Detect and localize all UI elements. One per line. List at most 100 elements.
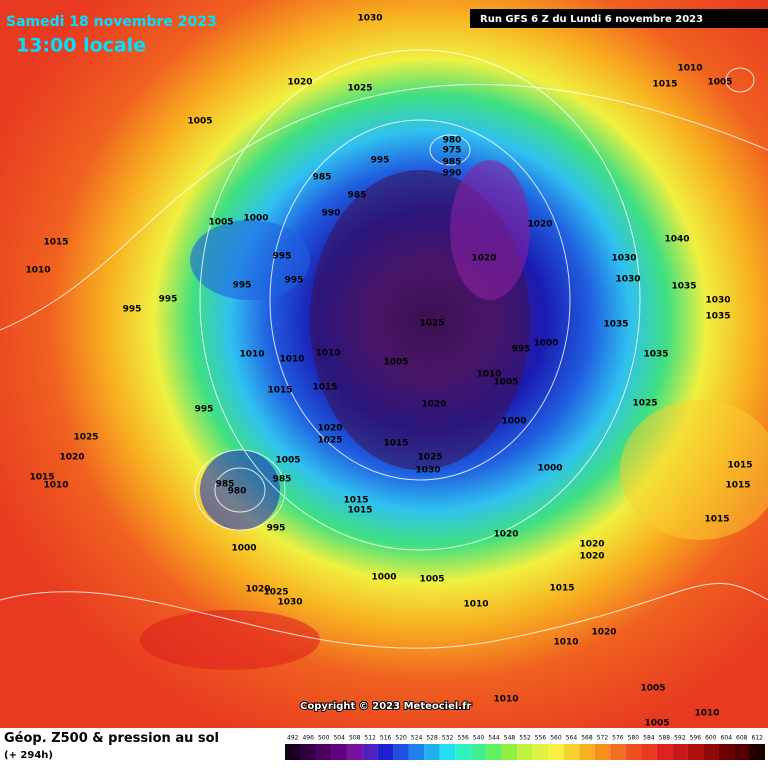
scale-swatch (470, 744, 487, 760)
pressure-label: 1010 (553, 638, 578, 648)
pressure-label: 1020 (527, 220, 552, 230)
pressure-label: 995 (512, 345, 531, 355)
scale-label: 564 (566, 735, 578, 742)
low-core (200, 450, 280, 530)
scale-label: 504 (333, 735, 345, 742)
pressure-label: 1020 (579, 552, 604, 562)
scale-label: 572 (597, 735, 609, 742)
color-scale: 492 496 500 504 508 512 516 520 524 528 532 536 540 5… (285, 735, 765, 760)
pressure-label: 1000 (243, 214, 268, 224)
scale-label: 508 (349, 735, 361, 742)
pressure-label: 980 (228, 487, 247, 497)
scale-label: 612 (752, 735, 764, 742)
pressure-label: 1020 (579, 540, 604, 550)
time: 13:00 locale (16, 35, 146, 57)
pressure-label: 1020 (317, 424, 342, 434)
scale-swatch (486, 744, 502, 760)
pressure-label: 1025 (347, 84, 372, 94)
pressure-label: 1020 (591, 628, 616, 638)
pressure-label: 990 (322, 209, 341, 219)
scale-label: 576 (612, 735, 624, 742)
pressure-label: 975 (443, 146, 462, 156)
pressure-label: 1020 (493, 530, 518, 540)
scale-swatch (734, 744, 750, 760)
pressure-label: 1005 (707, 78, 732, 88)
scale-swatch (594, 744, 611, 760)
pressure-label: 1015 (312, 383, 337, 393)
pressure-label: 990 (443, 169, 462, 179)
scale-swatch (346, 744, 363, 760)
pressure-label: 1010 (43, 481, 68, 491)
pressure-label: 1015 (343, 496, 368, 506)
scale-swatch (672, 744, 688, 760)
pressure-label: 995 (233, 281, 252, 291)
scale-label: 584 (643, 735, 655, 742)
scale-swatch (455, 744, 471, 760)
pressure-label: 1005 (275, 456, 300, 466)
pressure-label: 1015 (29, 473, 54, 483)
scale-swatch (610, 744, 626, 760)
scale-label: 544 (488, 735, 500, 742)
pressure-label: 1015 (652, 80, 677, 90)
scale-label: 556 (535, 735, 547, 742)
copyright: Copyright © 2023 Meteociel.fr (300, 701, 471, 712)
scale-swatch (439, 744, 456, 760)
scale-swatch (687, 744, 704, 760)
pressure-label: 995 (195, 405, 214, 415)
pressure-label: 1025 (419, 319, 444, 329)
scale-label: 524 (411, 735, 423, 742)
pressure-label: 1005 (383, 358, 408, 368)
pressure-label: 980 (443, 136, 462, 146)
pressure-label: 1020 (421, 400, 446, 410)
pressure-label: 1035 (705, 312, 730, 322)
pressure-label: 995 (273, 252, 292, 262)
scale-label: 592 (674, 735, 686, 742)
scale-swatch (285, 744, 301, 760)
scale-swatch (532, 744, 549, 760)
scale-label: 540 (473, 735, 485, 742)
pressure-label: 1020 (59, 453, 84, 463)
run: Run GFS 6 Z du Lundi 6 novembre 2023 (480, 14, 703, 25)
pressure-label: 1015 (549, 584, 574, 594)
scale-swatch (517, 744, 533, 760)
pressure-label: 1030 (705, 296, 730, 306)
pressure-label: 1025 (632, 399, 657, 409)
pressure-label: 1010 (463, 600, 488, 610)
scale-swatch (563, 744, 580, 760)
pressure-label: 995 (159, 295, 178, 305)
scale-swatch (703, 744, 719, 760)
scale-label: 548 (504, 735, 516, 742)
scale-label: 600 (705, 735, 717, 742)
scale-swatch (718, 744, 735, 760)
pressure-label: 1020 (287, 78, 312, 88)
pressure-label: 1010 (677, 64, 702, 74)
date: Samedi 18 novembre 2023 (6, 14, 217, 30)
pressure-label: 1015 (704, 515, 729, 525)
scale-label: 568 (581, 735, 593, 742)
scale-label: 532 (442, 735, 454, 742)
scale-swatch (579, 744, 595, 760)
pressure-label: 1000 (537, 464, 562, 474)
pressure-label: 1015 (43, 238, 68, 248)
pressure-label: 1015 (383, 439, 408, 449)
scale-swatch (625, 744, 642, 760)
pressure-label: 1000 (371, 573, 396, 583)
pressure-label: 1015 (267, 386, 292, 396)
scale-label: 492 (287, 735, 299, 742)
scale-label: 500 (318, 735, 330, 742)
pressure-label: 1010 (694, 709, 719, 719)
pressure-label: 985 (216, 480, 235, 490)
pressure-label: 1020 (245, 585, 270, 595)
scale-swatch (408, 744, 425, 760)
pressure-label: 1025 (317, 436, 342, 446)
pressure-label: 1020 (471, 254, 496, 264)
pressure-label: 995 (371, 156, 390, 166)
pressure-label: 985 (273, 475, 292, 485)
pressure-label: 1005 (419, 575, 444, 585)
scale-label: 496 (302, 735, 314, 742)
pressure-label: 1010 (493, 695, 518, 705)
scale-label: 552 (519, 735, 531, 742)
footer: Géop. Z500 & pression au sol (+ 294h) 49… (0, 728, 768, 768)
pressure-label: 1005 (644, 719, 669, 729)
